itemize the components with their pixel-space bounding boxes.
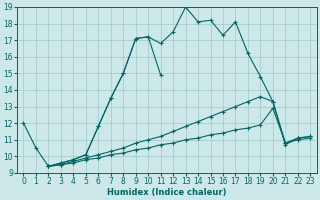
X-axis label: Humidex (Indice chaleur): Humidex (Indice chaleur) [107, 188, 227, 197]
